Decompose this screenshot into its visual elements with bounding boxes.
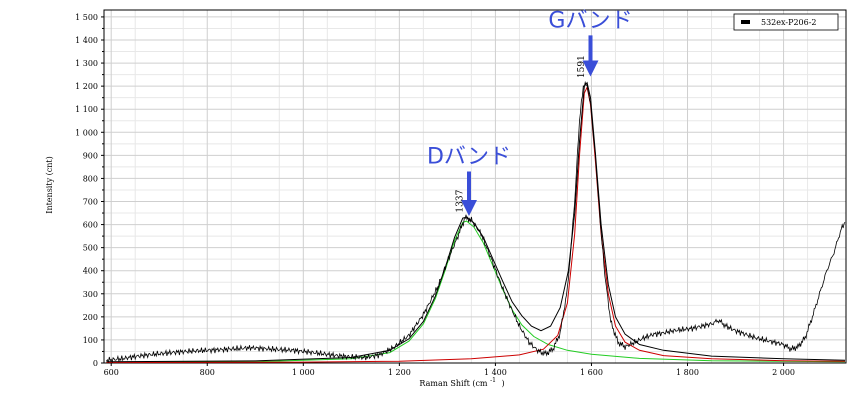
series-line [106, 220, 846, 363]
y-tick-label: 200 [83, 313, 98, 322]
grid-lines [104, 10, 846, 364]
legend-entry-label: 532ex-P206-2 [761, 18, 817, 27]
plot-frame [103, 9, 847, 364]
x-tick-label: 2 000 [772, 368, 795, 377]
x-axis-title: Raman Shift (cm -1 ) [419, 375, 504, 388]
y-tick-label: 1 100 [75, 105, 98, 114]
y-tick-label: 1 500 [75, 13, 98, 22]
y-tick-label: 100 [83, 336, 98, 345]
x-axis-ticks: 600 800 1 000 1 200 1 400 1 600 1 800 2 000 [104, 363, 795, 377]
y-axis-title: Intensity (cnt) [45, 156, 54, 213]
y-tick-label: 400 [83, 267, 98, 276]
x-axis-title-close: ) [501, 379, 504, 388]
x-axis-title-superscript: -1 [490, 377, 496, 384]
x-tick-label: 800 [200, 368, 215, 377]
series-line [106, 81, 846, 363]
x-axis-title-main: Raman Shift (cm [419, 379, 488, 388]
annotations: Gバンド Dバンド 1591 1337 [427, 8, 633, 217]
y-tick-label: 0 [93, 359, 98, 368]
peak-value-label: 1591 [577, 55, 587, 78]
legend: 532ex-P206-2 [733, 13, 839, 31]
y-tick-label: 600 [83, 221, 98, 230]
y-tick-label: 1 200 [75, 82, 98, 91]
x-tick-label: 1 800 [676, 368, 699, 377]
y-tick-label: 1 300 [75, 59, 98, 68]
x-tick-label: 1 000 [292, 368, 315, 377]
y-tick-label: 1 400 [75, 36, 98, 45]
peak-value-label: 1337 [456, 189, 466, 212]
x-tick-label: 600 [104, 368, 119, 377]
legend-swatch [741, 20, 750, 24]
series-line [106, 80, 846, 364]
y-tick-label: 300 [83, 290, 98, 299]
y-axis-ticks: 0 100 200 300 400 500 600 700 800 900 1 000 1 100 1 … [75, 13, 104, 368]
legend-box [733, 13, 839, 31]
band-label: Dバンド [427, 145, 511, 170]
y-tick-label: 800 [83, 174, 98, 183]
y-tick-label: 700 [83, 197, 98, 206]
y-tick-label: 500 [83, 244, 98, 253]
series-lines [106, 80, 846, 364]
x-tick-label: 1 200 [388, 368, 411, 377]
x-tick-label: 1 400 [484, 368, 507, 377]
y-tick-label: 900 [83, 151, 98, 160]
x-tick-label: 1 600 [580, 368, 603, 377]
y-tick-label: 1 000 [75, 128, 98, 137]
band-label: Gバンド [548, 8, 632, 33]
